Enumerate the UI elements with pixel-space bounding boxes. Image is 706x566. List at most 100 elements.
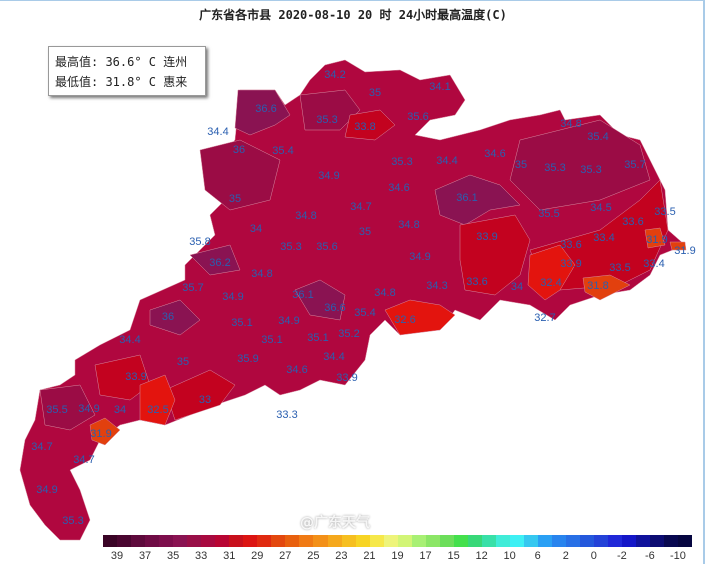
temperature-label: 35.1 — [307, 332, 329, 344]
temperature-label: 36.2 — [209, 257, 231, 269]
temperature-label: 34 — [510, 281, 524, 293]
temperature-label: 35.4 — [587, 131, 609, 143]
temperature-label: 35.3 — [316, 114, 338, 126]
temperature-label: 34.9 — [318, 170, 340, 182]
temperature-label: 32.5 — [147, 404, 169, 416]
temperature-label: 33.6 — [622, 216, 644, 228]
legend-swatch — [397, 535, 412, 547]
temperature-label: 33.5 — [609, 262, 631, 274]
temperature-label: 36.6 — [324, 302, 346, 314]
legend-swatch — [117, 535, 132, 547]
county-region — [139, 374, 176, 426]
extremes-box: 最高值: 36.6° C 连州 最低值: 31.8° C 惠来 — [48, 46, 206, 96]
temperature-label: 34.6 — [484, 148, 506, 160]
legend-swatch — [636, 535, 651, 547]
temperature-label: 32.6 — [394, 314, 416, 326]
temperature-label: 35 — [358, 226, 372, 238]
temperature-label: 33.9 — [336, 372, 358, 384]
legend-swatch — [355, 535, 370, 547]
legend-swatch — [145, 535, 160, 547]
legend-swatch — [243, 535, 258, 547]
temperature-label: 31.8 — [587, 280, 609, 292]
county-region — [582, 274, 631, 301]
temperature-label: 35.3 — [391, 156, 413, 168]
county-region — [294, 279, 346, 321]
legend-tick: -2 — [616, 550, 627, 562]
map-title: 广东省各市县 2020-08-10 20 时 24小时最高温度(C) — [199, 8, 507, 22]
legend-swatch — [257, 535, 272, 547]
legend-swatch — [678, 535, 693, 547]
legend-tick: 21 — [363, 550, 376, 562]
temperature-label: 35.7 — [182, 282, 204, 294]
temperature-label: 33.8 — [354, 121, 376, 133]
temperature-label: 34.8 — [295, 210, 317, 222]
temperature-label: 35.5 — [46, 404, 68, 416]
temperature-label: 34.4 — [207, 126, 229, 138]
temperature-label: 33.3 — [276, 409, 298, 421]
temperature-label: 35.4 — [272, 145, 294, 157]
temperature-label: 34 — [249, 223, 263, 235]
legend-tick: 35 — [166, 550, 180, 562]
legend-swatch — [664, 535, 679, 547]
legend-swatch — [369, 535, 384, 547]
temperature-label: 33.6 — [466, 276, 488, 288]
temperature-label: 35.1 — [261, 334, 283, 346]
legend-swatch — [495, 535, 510, 547]
legend-swatch — [439, 535, 454, 547]
legend-swatch — [481, 535, 496, 547]
legend-ticks: 39 37 35 33 31 29 27 25 23 21 19 17 15 12 10 6 2 0 -2 -6 -10 — [103, 549, 692, 563]
legend-swatch — [131, 535, 146, 547]
county-region — [459, 214, 531, 296]
temperature-label: 35.3 — [544, 162, 566, 174]
temperature-label: 34.6 — [388, 182, 410, 194]
temperature-label: 34.4 — [119, 334, 141, 346]
legend-swatch — [229, 535, 244, 547]
temperature-label: 35 — [228, 193, 242, 205]
temperature-label: 36.1 — [292, 289, 314, 301]
temperature-label: 36 — [232, 144, 246, 156]
temperature-label: 35.1 — [231, 317, 253, 329]
temperature-label: 35.7 — [624, 159, 646, 171]
temperature-label: 31.9 — [646, 234, 668, 246]
legend-swatch — [467, 535, 482, 547]
legend-tick: 17 — [419, 550, 432, 562]
legend-tick: 37 — [138, 550, 152, 562]
temperature-label: 34.9 — [78, 403, 100, 415]
legend-swatch — [327, 535, 342, 547]
legend-tick: 6 — [534, 550, 541, 562]
legend-swatch — [341, 535, 356, 547]
legend-swatch — [552, 535, 567, 547]
temperature-label: 33.4 — [643, 258, 665, 270]
county-region — [384, 299, 456, 336]
temperature-label: 34.8 — [374, 287, 396, 299]
legend-swatch — [580, 535, 595, 547]
temperature-label: 36 — [161, 311, 175, 323]
max-value: 最高值: 36.6° C 连州 — [55, 55, 188, 69]
temperature-label: 35.8 — [189, 236, 211, 248]
legend-swatch — [313, 535, 328, 547]
legend-tick: 27 — [279, 550, 292, 562]
temperature-label: 34 — [113, 404, 127, 416]
temperature-label: 34.9 — [36, 484, 58, 496]
county-region — [644, 227, 666, 249]
county-region — [509, 119, 651, 211]
legend-swatch — [411, 535, 426, 547]
temperature-label: 35.3 — [280, 241, 302, 253]
temperature-label: 33.6 — [560, 239, 582, 251]
legend-tick: 23 — [335, 550, 348, 562]
legend-swatch — [523, 535, 538, 547]
county-region — [434, 174, 521, 226]
temperature-label: 34.8 — [560, 118, 582, 130]
legend-tick: 25 — [307, 550, 320, 562]
county-region — [234, 89, 291, 136]
temperature-label: 33.9 — [476, 231, 498, 243]
temperature-label: 36.1 — [456, 192, 478, 204]
legend-tick: 10 — [503, 550, 516, 562]
temperature-label: 34.4 — [323, 351, 345, 363]
temperature-label: 35.3 — [62, 515, 84, 527]
temperature-label: 35.3 — [580, 164, 602, 176]
legend-tick: 0 — [590, 550, 597, 562]
temperature-label: 35.9 — [237, 353, 259, 365]
